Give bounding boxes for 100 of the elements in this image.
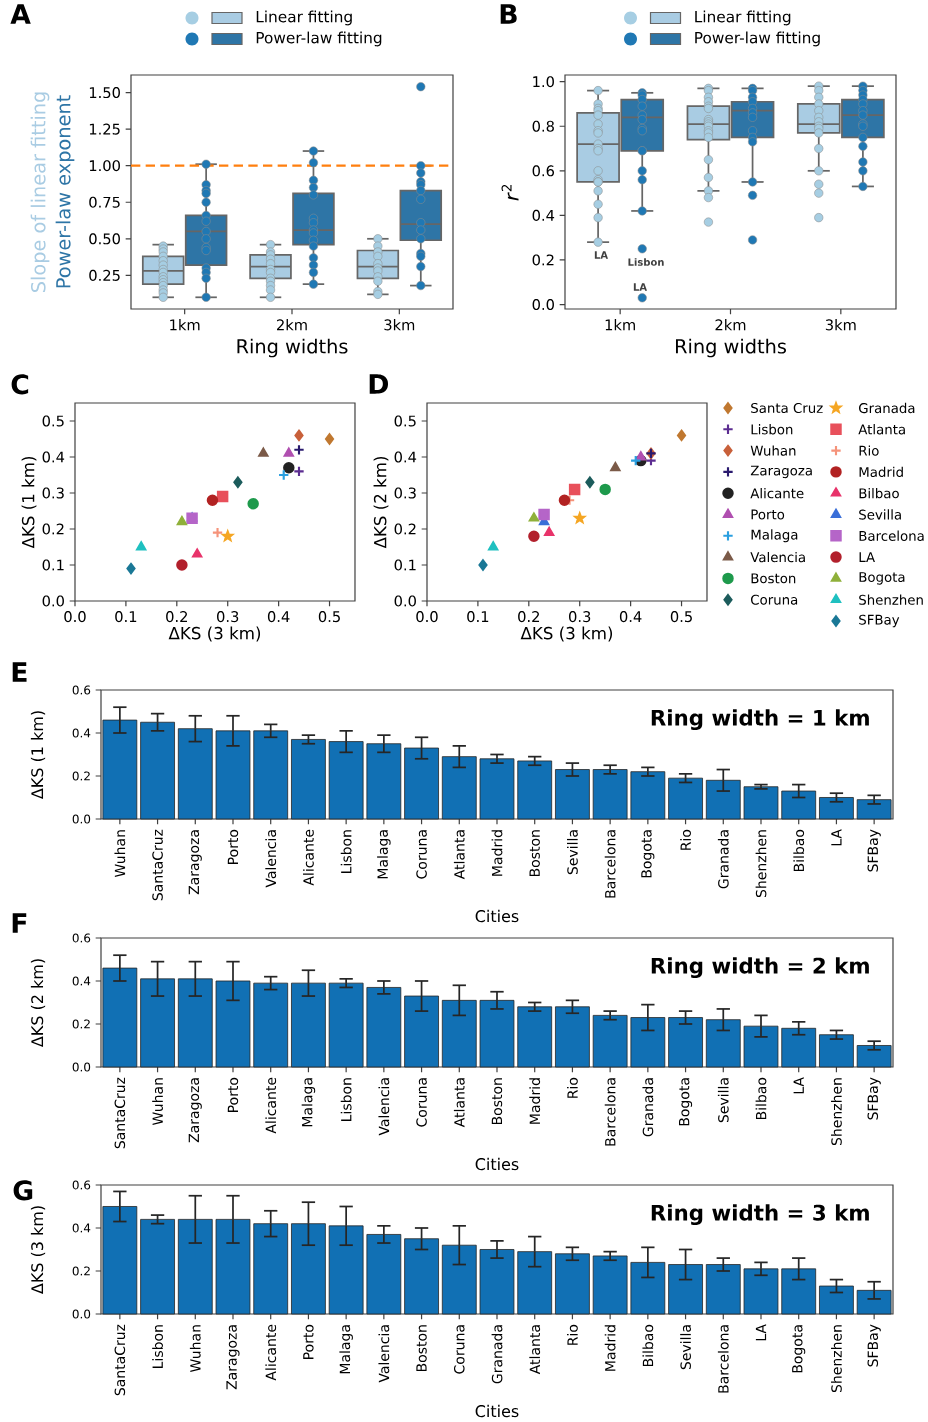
y-tick-label: 1.0 [533, 76, 554, 88]
x-tick-label: Rio [680, 829, 691, 850]
y-tick-label: 0.1 [42, 559, 64, 571]
y-tick-label: 0.0 [532, 299, 554, 311]
y-tick-label: 0.5 [42, 415, 64, 427]
y-tick-label: 0.6 [532, 165, 555, 177]
chart-title: C [11, 374, 29, 395]
legend-label: Porto [751, 509, 785, 520]
y-tick-label: 0.2 [394, 523, 416, 535]
y-axis-title: ΔKS (1 km) [30, 711, 46, 800]
x-tick-label: Zaragoza [226, 1325, 240, 1390]
legend-label: Malaga [751, 529, 798, 543]
legend-label: Power-law fitting [695, 31, 820, 47]
x-tick-label: Rio [567, 1077, 578, 1098]
x-tick-label: Porto [227, 1077, 239, 1112]
x-tick-label: 2km [277, 319, 307, 331]
x-tick-label: 0.4 [267, 611, 290, 623]
x-tick-label: Atlanta [529, 1325, 541, 1375]
y-tick-label: 0.4 [72, 728, 91, 738]
x-tick-label: SantaCruz [114, 1324, 126, 1396]
x-tick-label: Bogota [679, 1078, 693, 1126]
legend-label: Linear fitting [256, 10, 352, 26]
y-tick-label: 0.0 [394, 595, 416, 607]
x-tick-label: Coruna [453, 1325, 465, 1374]
x-tick-label: 3km [384, 319, 415, 331]
chart-title: F [12, 913, 27, 933]
x-tick-label: Zaragoza [188, 1078, 202, 1143]
legend-label: Atlanta [858, 424, 905, 435]
y-tick-label: 0.6 [72, 1180, 91, 1190]
x-tick-label: 0.1 [467, 611, 489, 623]
legend-label: Coruna [751, 594, 798, 605]
annotation: Lisbon [628, 258, 664, 266]
y-tick-label: 0.4 [72, 976, 91, 986]
x-tick-label: 0.0 [416, 611, 438, 623]
x-tick-label: Boston [416, 1325, 427, 1372]
x-tick-label: 0.2 [166, 611, 188, 623]
x-tick-label: Lisbon [340, 1078, 352, 1121]
y-axis-title: ΔKS (2 km) [373, 456, 389, 549]
legend-label: Sevilla [859, 509, 901, 520]
x-tick-label: Barcelona [604, 830, 616, 898]
x-axis-title: Cities [475, 1157, 519, 1171]
x-tick-label: Valencia [378, 1325, 390, 1383]
x-tick-label: Sevilla [567, 830, 578, 875]
y-tick-label: 0.2 [42, 523, 64, 535]
y-tick-label: 0.5 [394, 415, 416, 427]
chart-title: G [13, 1180, 33, 1201]
x-axis-title: ΔKS (3 km) [520, 626, 613, 642]
x-tick-label: Bilbao [793, 829, 805, 872]
x-tick-label: SantaCruz [152, 829, 163, 901]
x-tick-label: Barcelona [604, 1078, 616, 1146]
y-tick-label: 0.8 [532, 120, 554, 132]
x-tick-label: Wuhan [152, 1078, 163, 1126]
x-axis-title: Ring widths [237, 338, 348, 358]
text: Slope of linear fitting [30, 92, 50, 293]
legend-label: Zaragoza [750, 465, 812, 479]
x-tick-label: Granada [491, 1325, 503, 1384]
x-tick-label: Madrid [491, 830, 503, 876]
x-tick-label: Porto [227, 829, 239, 864]
x-tick-label: Lisbon [152, 1325, 163, 1368]
x-tick-label: Alicante [303, 829, 314, 886]
x-tick-label: SFBay [867, 829, 881, 872]
annotation: LA [633, 283, 648, 291]
y-axis-title: r$^{2}$ [501, 184, 519, 201]
y-tick-label: 1.50 [89, 87, 120, 99]
legend-label: Boston [751, 573, 796, 584]
x-axis-title: Cities [475, 909, 519, 923]
legend-label: Granada [859, 402, 915, 414]
x-tick-label: Malaga [301, 1078, 316, 1127]
x-tick-label: Rio [567, 1324, 578, 1345]
chart-title: D [369, 374, 389, 394]
y-tick-label: 0.25 [89, 269, 120, 281]
y-tick-label: 0.0 [42, 595, 64, 607]
y-tick-label: 0.2 [532, 254, 554, 266]
x-tick-label: Barcelona [717, 1325, 729, 1393]
legend-label: Barcelona [859, 530, 924, 541]
x-tick-label: 0.4 [619, 611, 642, 623]
y-tick-label: 0.0 [72, 1309, 91, 1319]
legend-label: Bilbao [859, 488, 899, 499]
x-tick-label: Wuhan [114, 830, 126, 878]
x-tick-label: SFBay [867, 1077, 881, 1120]
x-tick-label: 3km [825, 319, 856, 331]
x-tick-label: Atlanta [453, 1078, 465, 1128]
x-tick-label: 1km [605, 319, 635, 331]
legend-label: Wuhan [750, 445, 796, 456]
legend-label: Bogota [859, 572, 905, 585]
x-tick-label: Shenzhen [755, 830, 767, 898]
x-tick-label: Wuhan [189, 1325, 201, 1373]
legend-label: Rio [859, 445, 879, 456]
x-tick-label: Bilbao [755, 1077, 767, 1120]
x-tick-label: Zaragoza [188, 830, 202, 895]
x-tick-label: LA [831, 829, 842, 846]
x-tick-label: Alicante [265, 1324, 277, 1381]
y-tick-label: 0.2 [72, 1266, 90, 1276]
y-tick-label: 0.3 [394, 487, 416, 499]
x-tick-label: Alicante [265, 1077, 277, 1134]
x-tick-label: Malaga [339, 1325, 353, 1374]
y-tick-label: 1.25 [89, 123, 120, 135]
legend-label: Power-law fitting [256, 31, 382, 47]
y-tick-label: 0.2 [72, 771, 90, 781]
x-tick-label: Madrid [604, 1325, 616, 1371]
